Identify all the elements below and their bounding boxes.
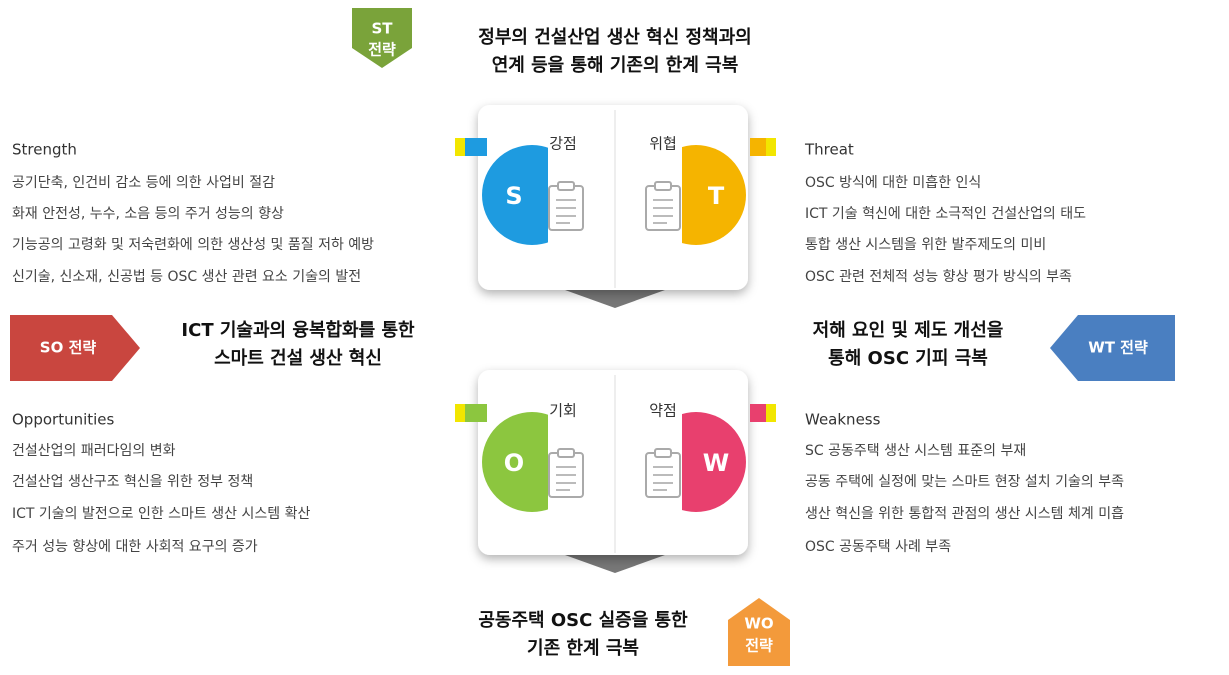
so-badge-text: SO 전략 [40, 339, 97, 357]
wt-badge [1050, 315, 1175, 381]
wo-badge-text: WO [744, 615, 773, 633]
strength-item: 신기술, 신소재, 신공법 등 OSC 생산 관련 요소 기술의 발전 [12, 269, 361, 285]
strength-item: 기능공의 고령화 및 저숙련화에 의한 생산성 및 품질 저하 예방 [12, 237, 374, 253]
t-letter: T [708, 182, 725, 210]
s-letter: S [505, 182, 522, 210]
t-label: 위협 [649, 135, 677, 153]
opportunities-item: ICT 기술의 발전으로 인한 스마트 생산 시스템 확산 [12, 506, 310, 522]
st-badge-text: ST [371, 20, 393, 38]
threat-item: 통합 생산 시스템을 위한 발주제도의 미비 [805, 237, 1046, 253]
st-badge-text: 전략 [368, 41, 396, 59]
strength-item: 화재 안전성, 누수, 소음 등의 주거 성능의 향상 [12, 206, 284, 222]
st-badge [352, 8, 412, 68]
s-label: 강점 [549, 135, 577, 153]
strength-item: 공기단축, 인건비 감소 등에 의한 사업비 절감 [12, 175, 275, 191]
so-badge [10, 315, 140, 381]
weakness-item: 공동 주택에 실정에 맞는 스마트 현장 설치 기술의 부족 [805, 474, 1124, 490]
arrow [565, 555, 665, 573]
weakness-item: OSC 공동주택 사례 부족 [805, 539, 951, 555]
wo-text: 기존 한계 극복 [527, 638, 639, 659]
st-text: 연계 등을 통해 기존의 한계 극복 [492, 55, 739, 76]
opportunities-item: 건설산업의 패러다임의 변화 [12, 443, 176, 459]
o-letter: O [504, 449, 524, 477]
strength-title: Strength [12, 141, 77, 159]
o-label: 기회 [549, 402, 577, 420]
w-label: 약점 [649, 402, 677, 420]
weakness-title: Weakness [805, 411, 881, 429]
w-letter: W [703, 449, 729, 477]
st-text: 정부의 건설산업 생산 혁신 정책과의 [478, 26, 751, 48]
opportunities-item: 건설산업 생산구조 혁신을 위한 정부 정책 [12, 474, 253, 490]
wo-badge-text: 전략 [745, 637, 773, 655]
weakness-item: SC 공동주택 생산 시스템 표준의 부재 [805, 443, 1026, 459]
threat-item: OSC 방식에 대한 미흡한 인식 [805, 175, 981, 191]
threat-item: ICT 기술 혁신에 대한 소극적인 건설산업의 태도 [805, 206, 1086, 222]
wo-text: 공동주택 OSC 실증을 통한 [478, 610, 688, 631]
threat-item: OSC 관련 전체적 성능 향상 평가 방식의 부족 [805, 269, 1072, 285]
threat-title: Threat [804, 141, 854, 159]
opportunities-title: Opportunities [12, 411, 115, 429]
so-text: 스마트 건설 생산 혁신 [214, 347, 382, 369]
wt-badge-text: WT 전략 [1088, 339, 1148, 357]
arrow [565, 290, 665, 308]
wo-badge [728, 598, 790, 666]
opportunities-item: 주거 성능 향상에 대한 사회적 요구의 증가 [12, 539, 258, 555]
weakness-item: 생산 혁신을 위한 통합적 관점의 생산 시스템 체계 미흡 [805, 506, 1124, 522]
wt-text: 저해 요인 및 제도 개선을 [813, 320, 1004, 341]
wt-text: 통해 OSC 기피 극복 [828, 348, 988, 369]
so-text: ICT 기술과의 융복합화를 통한 [181, 319, 415, 341]
